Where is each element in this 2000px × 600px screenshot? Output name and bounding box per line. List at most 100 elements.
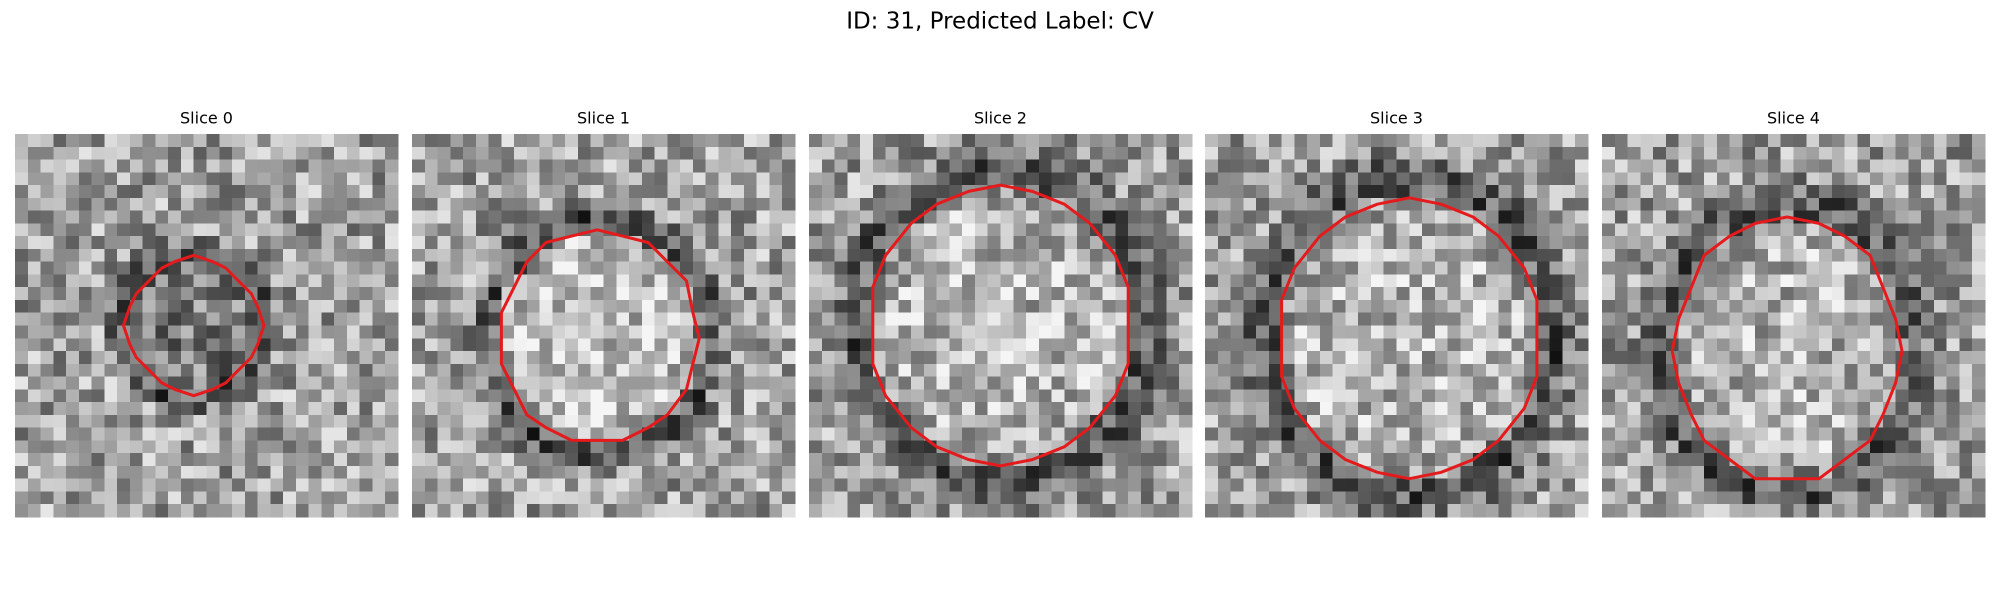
pixel xyxy=(1447,299,1461,314)
pixel xyxy=(1422,312,1436,326)
pixel xyxy=(412,248,426,263)
pixel xyxy=(1806,427,1820,441)
pixel xyxy=(821,261,836,275)
pixel xyxy=(821,287,836,301)
pixel xyxy=(78,414,93,429)
pixel xyxy=(911,172,925,186)
pixel xyxy=(1217,210,1232,224)
pixel xyxy=(1268,465,1283,480)
pixel xyxy=(552,248,566,263)
pixel xyxy=(1933,299,1948,314)
pixel xyxy=(1767,389,1782,403)
pixel xyxy=(667,414,681,429)
pixel xyxy=(641,402,656,416)
pixel xyxy=(1153,185,1167,199)
pixel xyxy=(539,185,553,199)
pixel xyxy=(463,185,477,199)
pixel xyxy=(1653,274,1667,288)
pixel xyxy=(1230,287,1244,301)
pixel xyxy=(731,274,745,288)
pixel xyxy=(1614,440,1629,454)
pixel xyxy=(1972,159,1986,173)
pixel xyxy=(641,261,656,275)
pixel xyxy=(53,223,67,237)
pixel xyxy=(1536,338,1551,352)
pixel xyxy=(1140,172,1155,186)
pixel xyxy=(450,376,464,390)
pixel xyxy=(526,287,541,301)
pixel xyxy=(129,389,144,403)
pixel xyxy=(654,312,668,326)
pixel xyxy=(974,287,989,301)
pixel xyxy=(295,261,310,275)
pixel xyxy=(809,504,823,518)
pixel xyxy=(1895,453,1909,467)
pixel xyxy=(488,478,502,492)
pixel xyxy=(1294,223,1308,237)
pixel xyxy=(40,197,54,212)
pixel xyxy=(232,210,246,224)
pixel xyxy=(308,389,322,403)
pixel xyxy=(1013,223,1027,237)
pixel xyxy=(1575,261,1589,275)
pixel xyxy=(641,465,656,480)
pixel xyxy=(372,414,386,429)
pixel xyxy=(1921,338,1935,352)
pixel xyxy=(1933,134,1948,148)
pixel xyxy=(1485,376,1500,390)
pixel xyxy=(1549,453,1563,467)
pixel xyxy=(936,465,950,480)
pixel xyxy=(616,185,630,199)
pixel xyxy=(1895,465,1909,480)
pixel xyxy=(117,134,131,148)
pixel xyxy=(450,389,464,403)
pixel xyxy=(667,325,681,339)
pixel xyxy=(1742,363,1756,378)
pixel xyxy=(1857,338,1871,352)
pixel xyxy=(155,312,169,326)
pixel xyxy=(501,325,515,339)
pixel xyxy=(308,491,322,505)
pixel xyxy=(501,402,515,416)
pixel xyxy=(104,427,118,441)
pixel xyxy=(692,223,707,237)
pixel xyxy=(1831,274,1846,288)
pixel xyxy=(1665,134,1680,148)
pixel xyxy=(834,299,848,314)
pixel xyxy=(1793,325,1807,339)
pixel xyxy=(1549,351,1563,365)
pixel xyxy=(1806,236,1820,250)
pixel xyxy=(193,134,207,148)
pixel xyxy=(1665,504,1680,518)
pixel xyxy=(232,287,246,301)
pixel xyxy=(1959,172,1973,186)
pixel xyxy=(692,478,707,492)
pixel xyxy=(1831,414,1846,429)
pixel xyxy=(334,325,348,339)
pixel xyxy=(180,504,195,518)
pixel xyxy=(526,185,541,199)
pixel xyxy=(577,312,592,326)
pixel xyxy=(1729,491,1743,505)
pixel xyxy=(219,402,233,416)
pixel xyxy=(53,261,67,275)
pixel xyxy=(1000,172,1014,186)
pixel xyxy=(756,172,770,186)
pixel xyxy=(1038,478,1053,492)
pixel xyxy=(1473,172,1487,186)
pixel xyxy=(705,146,719,161)
pixel xyxy=(1345,248,1359,263)
pixel xyxy=(1370,491,1385,505)
pixel xyxy=(129,210,144,224)
pixel xyxy=(1409,248,1423,263)
pixel xyxy=(1640,223,1654,237)
pixel xyxy=(1921,504,1935,518)
pixel xyxy=(962,414,976,429)
pixel xyxy=(603,236,617,250)
pixel xyxy=(1908,274,1922,288)
pixel xyxy=(463,223,477,237)
pixel xyxy=(359,414,373,429)
pixel xyxy=(1038,363,1053,378)
pixel xyxy=(731,440,745,454)
pixel xyxy=(475,223,490,237)
